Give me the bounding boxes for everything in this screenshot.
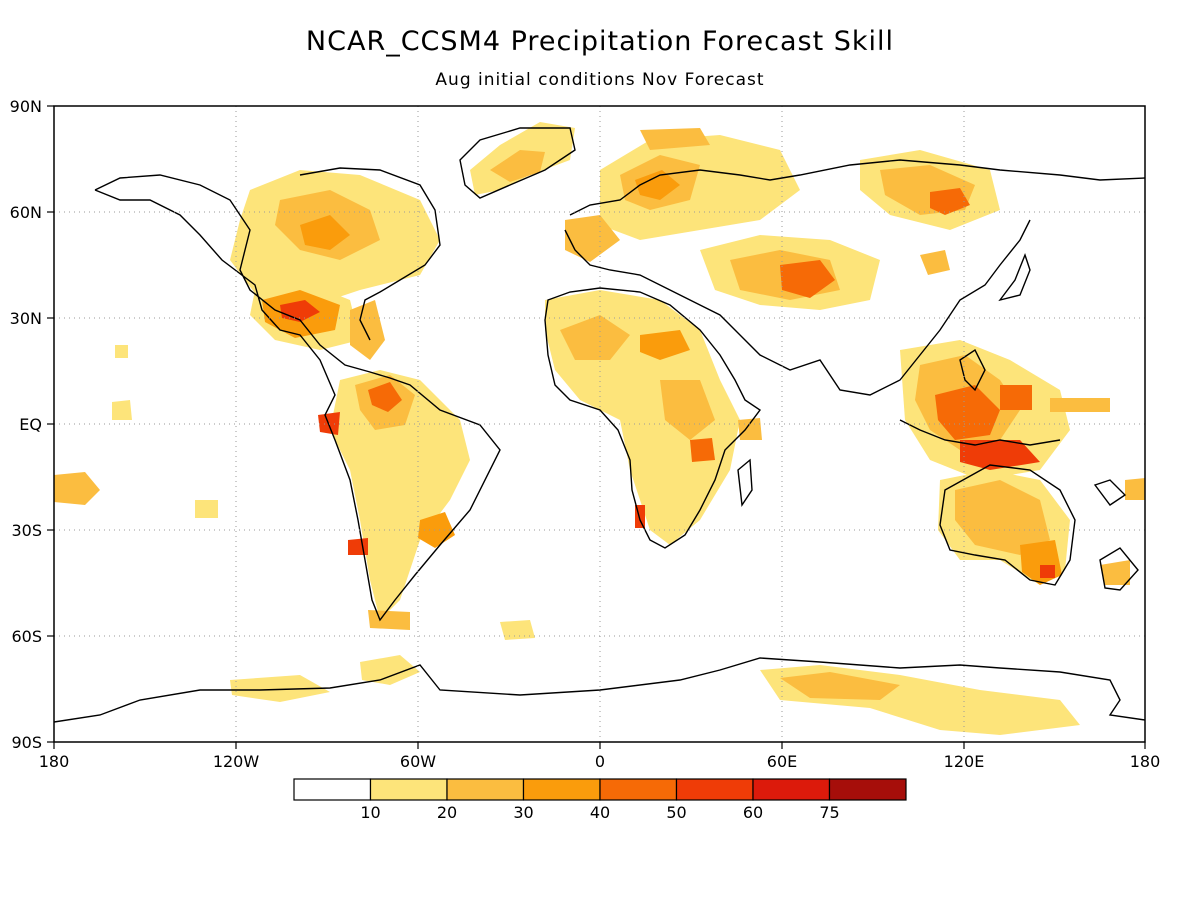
colorbar-swatch	[522, 778, 601, 801]
lat-label: 30S	[11, 521, 42, 540]
lat-label: 30N	[10, 309, 42, 328]
graticule	[54, 106, 1145, 742]
skill-shading	[54, 122, 1145, 735]
lon-label: 60W	[400, 752, 436, 771]
lon-label: 0	[595, 752, 605, 771]
colorbar-swatch	[599, 778, 678, 801]
lon-label: 120W	[213, 752, 260, 771]
lat-label: 60S	[11, 627, 42, 646]
lat-label: 90S	[11, 733, 42, 752]
lat-labels: 90N 60N 30N EQ 30S 60S 90S	[10, 97, 42, 752]
map-subtitle: Aug initial conditions Nov Forecast	[435, 70, 765, 90]
axis-ticks	[47, 105, 1146, 749]
lat-label: 60N	[10, 203, 42, 222]
colorbar-label: 40	[590, 803, 610, 822]
map-title: NCAR_CCSM4 Precipitation Forecast Skill	[305, 26, 895, 57]
colorbar-label: 60	[743, 803, 763, 822]
colorbar-swatch	[675, 778, 754, 801]
lon-label: 180	[1130, 752, 1161, 771]
lat-label: EQ	[19, 415, 42, 434]
colorbar-swatch	[446, 778, 525, 801]
colorbar-label: 10	[360, 803, 380, 822]
colorbar-label: 30	[513, 803, 533, 822]
colorbar-label: 20	[437, 803, 457, 822]
colorbar-swatch	[752, 778, 831, 801]
colorbar-swatch	[828, 778, 907, 801]
colorbar-label: 75	[819, 803, 839, 822]
colorbar: 10 20 30 40 50 60 75	[293, 778, 907, 822]
lon-label: 180	[39, 752, 70, 771]
lon-labels: 180 120W 60W 0 60E 120E 180	[39, 752, 1161, 771]
colorbar-swatch	[369, 778, 448, 801]
colorbar-swatch	[293, 778, 372, 801]
colorbar-label: 50	[666, 803, 686, 822]
lon-label: 60E	[767, 752, 797, 771]
coastlines	[54, 127, 1145, 723]
lat-label: 90N	[10, 97, 42, 116]
lon-label: 120E	[944, 752, 985, 771]
